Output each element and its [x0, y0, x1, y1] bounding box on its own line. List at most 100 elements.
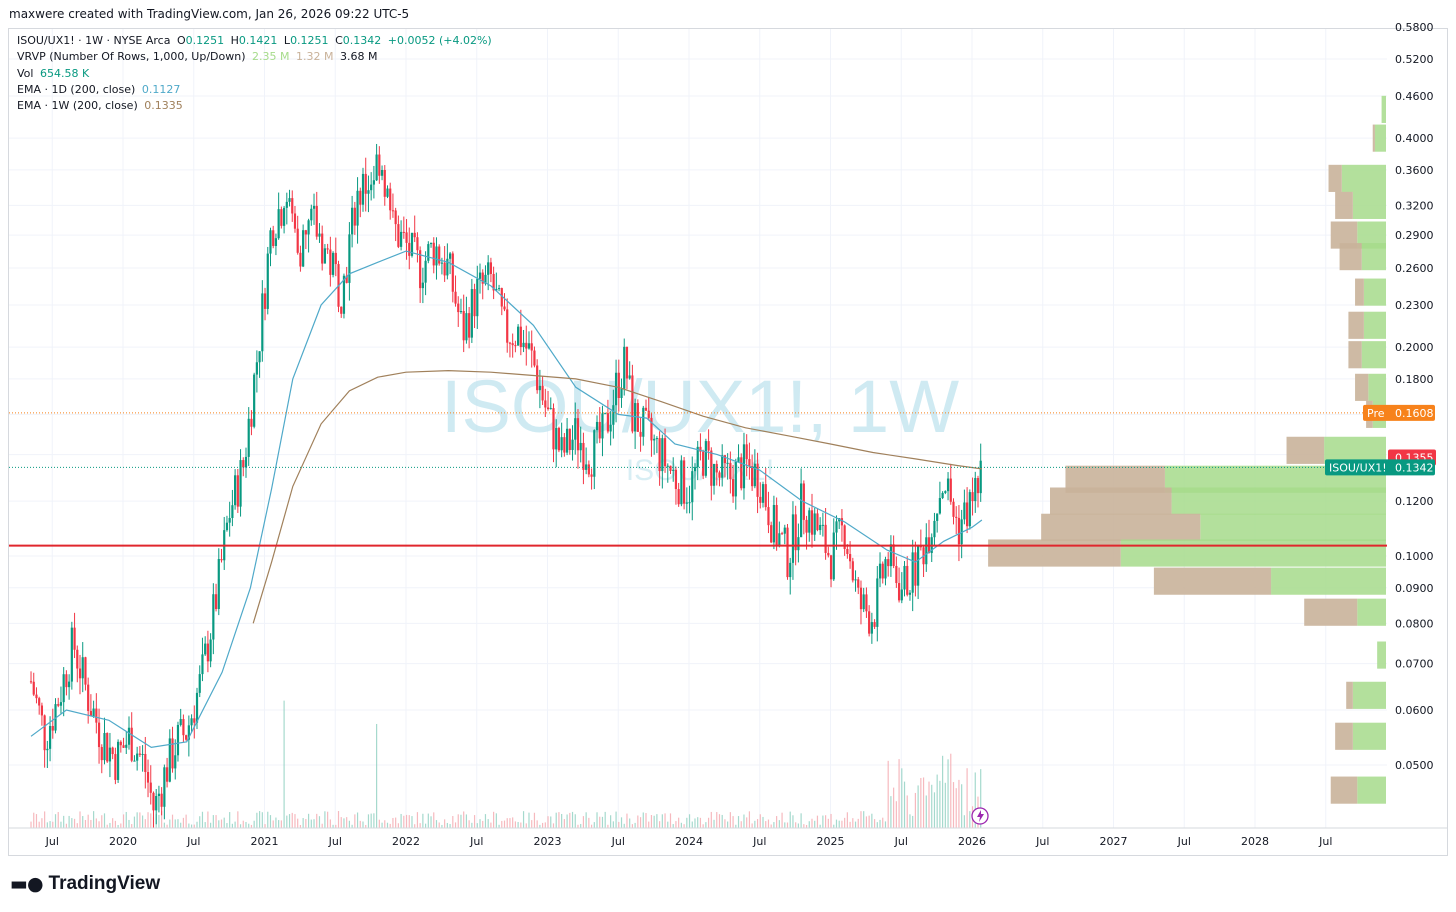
- volume-bar: [307, 813, 310, 828]
- volume-bar: [694, 818, 696, 828]
- candle-body: [536, 365, 539, 391]
- candle-body: [702, 451, 705, 476]
- candle-body: [824, 524, 827, 553]
- candle-body: [182, 719, 185, 736]
- ema-daily-line: [30, 250, 983, 749]
- candle-body: [525, 342, 528, 349]
- volume-bar: [895, 801, 897, 828]
- volume-bar: [566, 814, 568, 828]
- volume-bar: [887, 760, 889, 828]
- volume-bar: [449, 824, 451, 828]
- volume-bar: [373, 813, 375, 828]
- tradingview-logo-icon: ▬●: [10, 873, 44, 895]
- volume-bar: [803, 824, 805, 828]
- volume-bar: [82, 816, 84, 828]
- volume-bar: [664, 813, 666, 828]
- volume-bar: [860, 811, 862, 828]
- candle-body: [103, 733, 106, 761]
- volume-bar: [414, 824, 416, 828]
- volume-bar: [327, 811, 329, 828]
- volume-bar: [854, 821, 857, 828]
- volume-bar: [261, 812, 263, 828]
- candle-body: [193, 718, 196, 723]
- volume-profile-down-row: [1339, 243, 1362, 271]
- volume-bar: [122, 814, 125, 828]
- candle-body: [555, 427, 558, 450]
- volume-bar: [699, 817, 702, 828]
- volume-profile-down-row: [1050, 487, 1172, 515]
- candle-body: [691, 471, 694, 503]
- candle-body: [331, 252, 335, 275]
- volume-bar: [754, 820, 756, 828]
- legend-h-label: H: [230, 34, 239, 47]
- volume-bar: [536, 820, 538, 828]
- candle-body: [204, 643, 207, 655]
- volume-bar: [849, 821, 851, 828]
- volume-bar: [852, 818, 854, 828]
- volume-bar: [547, 816, 549, 828]
- x-tick-label: 2023: [534, 835, 562, 848]
- volume-bar: [484, 814, 487, 828]
- candle-body: [748, 459, 751, 467]
- volume-bar: [884, 821, 887, 828]
- candle-body: [487, 262, 490, 275]
- lightning-icon[interactable]: [971, 807, 989, 825]
- candle-body: [843, 525, 846, 550]
- volume-bar: [302, 818, 304, 828]
- volume-bar: [713, 819, 715, 828]
- candle-body: [209, 639, 212, 662]
- volume-bar: [838, 820, 840, 828]
- candle-body: [432, 242, 435, 266]
- x-tick-label: 2020: [109, 835, 137, 848]
- candle-body: [438, 246, 441, 264]
- candle-body: [642, 407, 645, 437]
- volume-bar: [231, 823, 233, 828]
- candle-body: [244, 456, 248, 468]
- candle-body: [242, 460, 245, 468]
- legend-ema-daily-row[interactable]: EMA · 1D (200, close) 0.1127: [17, 82, 492, 98]
- candle-body: [585, 464, 588, 470]
- volume-bar: [811, 818, 813, 828]
- legend-symbol-row[interactable]: ISOU/UX1! · 1W · NYSE Arca O0.1251 H0.14…: [17, 33, 492, 49]
- volume-bar: [35, 814, 38, 828]
- volume-bar: [571, 811, 574, 828]
- candle-body: [359, 190, 362, 205]
- volume-bar: [68, 815, 70, 828]
- candle-body: [408, 242, 411, 256]
- candle-body: [936, 513, 939, 521]
- candle-body: [168, 738, 171, 782]
- candle-body: [557, 427, 561, 451]
- symbol-tag-label: ISOU/UX1!: [1329, 461, 1387, 474]
- candle-body: [663, 438, 667, 467]
- volume-bar: [503, 820, 506, 828]
- volume-bar: [482, 820, 484, 828]
- volume-bar: [863, 811, 865, 828]
- volume-bar: [958, 779, 960, 828]
- candle-body: [247, 418, 250, 457]
- candle-body: [623, 346, 626, 389]
- candle-body: [617, 372, 620, 398]
- candle-body: [424, 260, 427, 283]
- candle-body: [43, 715, 46, 751]
- candle-body: [772, 504, 775, 543]
- volume-bar: [196, 821, 198, 828]
- candle-body: [903, 565, 906, 590]
- candle-body: [527, 343, 531, 349]
- legend-vrvp-row[interactable]: VRVP (Number Of Rows, 1,000, Up/Down) 2.…: [17, 49, 492, 65]
- volume-bar: [789, 811, 791, 828]
- volume-profile-down-row: [1335, 722, 1353, 750]
- volume-bar: [917, 785, 919, 828]
- legend-vol-row[interactable]: Vol 654.58 K: [17, 66, 492, 82]
- volume-profile-down-row: [1335, 191, 1353, 219]
- candle-body: [840, 518, 844, 526]
- candle-body: [745, 444, 748, 460]
- tradingview-footer[interactable]: ▬● TradingView: [10, 873, 160, 895]
- volume-profile-down-row: [1330, 776, 1358, 804]
- candle-body: [576, 418, 580, 451]
- volume-bar: [966, 768, 968, 828]
- legend-ema-weekly-row[interactable]: EMA · 1W (200, close) 0.1335: [17, 98, 492, 114]
- volume-bar: [710, 811, 712, 828]
- volume-profile-down-row: [1286, 436, 1325, 464]
- candle-body: [906, 565, 909, 595]
